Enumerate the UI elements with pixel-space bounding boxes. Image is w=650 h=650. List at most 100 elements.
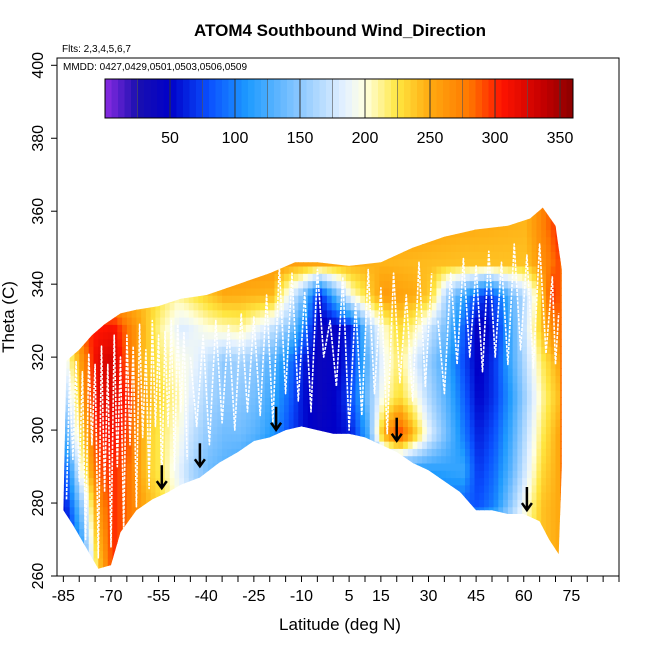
heatmap-cell — [388, 455, 395, 464]
heatmap-cell — [469, 229, 476, 238]
heatmap-cell — [274, 287, 280, 296]
heatmap-cell — [160, 557, 166, 566]
heatmap-cell — [284, 207, 290, 209]
heatmap-cell — [326, 207, 333, 216]
heatmap-cell — [260, 557, 266, 566]
heatmap-cell — [250, 470, 257, 479]
heatmap-cell — [360, 244, 366, 252]
heatmap-cell — [255, 251, 261, 260]
heatmap-cell — [117, 528, 123, 537]
heatmap-cell — [384, 470, 390, 479]
heatmap-cell — [512, 550, 518, 559]
heatmap-cell — [374, 236, 380, 245]
heatmap-cell — [74, 273, 80, 282]
heatmap-cell — [360, 535, 366, 544]
heatmap-cell — [326, 236, 333, 245]
heatmap-cell — [465, 521, 471, 530]
heatmap-cell — [393, 273, 399, 282]
heatmap-cell — [322, 222, 328, 231]
heatmap-cell — [279, 222, 285, 231]
heatmap-cell — [184, 331, 190, 340]
heatmap-cell — [326, 477, 333, 486]
heatmap-cell — [503, 222, 509, 231]
heatmap-cell — [227, 193, 232, 201]
heatmap-cell — [64, 309, 71, 318]
heatmap-cell — [255, 207, 261, 216]
heatmap-cell — [484, 397, 490, 406]
heatmap-cell — [241, 375, 247, 384]
heatmap-cell — [374, 302, 380, 311]
heatmap-cell — [331, 528, 338, 537]
heatmap-cell — [307, 557, 314, 566]
heatmap-cell — [126, 484, 133, 493]
heatmap-cell — [455, 477, 461, 486]
heatmap-cell — [264, 521, 271, 530]
heatmap-cell — [345, 331, 352, 340]
heatmap-cell — [250, 550, 257, 559]
heatmap-cell — [250, 506, 257, 515]
heatmap-cell — [384, 411, 390, 420]
heatmap-cell — [422, 287, 428, 296]
heatmap-cell — [298, 346, 304, 355]
heatmap-cell — [431, 244, 438, 252]
heatmap-cell — [126, 477, 133, 486]
heatmap-cell — [350, 389, 357, 398]
heatmap-cell — [393, 404, 399, 413]
heatmap-cell — [350, 535, 357, 544]
heatmap-cell — [479, 251, 485, 260]
heatmap-cell — [131, 207, 137, 209]
heatmap-cell — [331, 543, 338, 552]
heatmap-cell — [64, 287, 71, 296]
heatmap-cell — [64, 389, 71, 398]
heatmap-cell — [422, 273, 428, 282]
heatmap-cell — [212, 302, 218, 311]
heatmap-cell — [245, 375, 252, 384]
heatmap-cell — [250, 244, 257, 252]
heatmap-cell — [250, 214, 257, 223]
heatmap-cell — [255, 214, 261, 223]
heatmap-cell — [355, 521, 361, 530]
heatmap-cell — [126, 528, 133, 537]
heatmap-cell — [141, 360, 147, 369]
heatmap-cell — [445, 265, 452, 274]
heatmap-cell — [83, 265, 90, 274]
heatmap-cell — [388, 506, 395, 515]
heatmap-cell — [141, 353, 147, 362]
heatmap-cell — [226, 251, 233, 260]
heatmap-cell — [341, 426, 347, 435]
heatmap-cell — [174, 295, 180, 304]
heatmap-cell — [284, 506, 290, 515]
heatmap-cell — [450, 222, 457, 231]
heatmap-cell — [469, 331, 476, 340]
heatmap-cell — [288, 543, 295, 552]
heatmap-cell — [379, 397, 385, 406]
heatmap-cell — [503, 455, 509, 464]
heatmap-cell — [284, 331, 290, 340]
heatmap-cell — [279, 492, 285, 500]
heatmap-cell — [207, 251, 214, 260]
heatmap-cell — [164, 404, 171, 413]
heatmap-cell — [131, 309, 137, 318]
heatmap-cell — [350, 521, 357, 530]
heatmap-cell — [403, 368, 409, 376]
heatmap-cell — [355, 557, 361, 566]
heatmap-cell — [303, 251, 309, 260]
heatmap-cell — [422, 470, 428, 479]
heatmap-cell — [241, 265, 247, 274]
heatmap-cell — [174, 207, 180, 216]
heatmap-cell — [88, 214, 95, 223]
heatmap-cell — [431, 214, 438, 223]
heatmap-cell — [322, 565, 328, 569]
heatmap-cell — [74, 411, 80, 420]
heatmap-cell — [222, 426, 228, 435]
heatmap-cell — [83, 346, 90, 355]
heatmap-cell — [174, 550, 180, 559]
heatmap-cell — [88, 280, 95, 289]
heatmap-cell — [279, 477, 285, 486]
heatmap-cell — [145, 506, 152, 515]
heatmap-cell — [245, 462, 252, 471]
heatmap-cell — [69, 404, 76, 413]
heatmap-cell — [350, 331, 357, 340]
heatmap-cell — [317, 265, 323, 274]
heatmap-cell — [193, 280, 199, 289]
